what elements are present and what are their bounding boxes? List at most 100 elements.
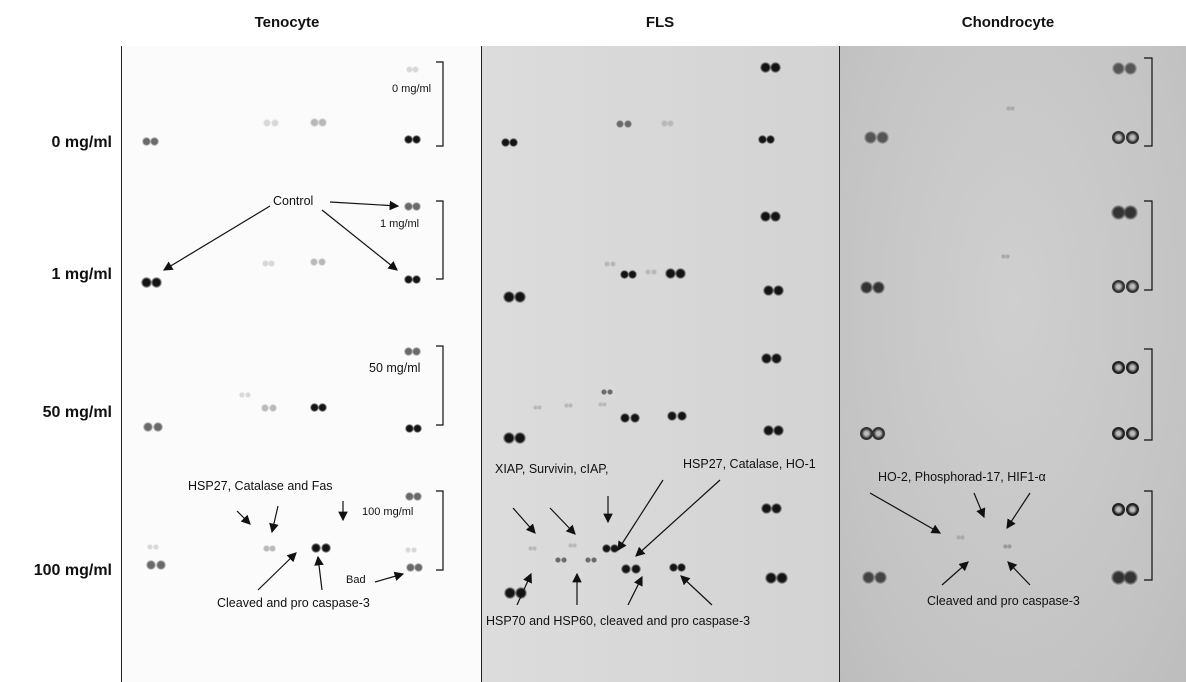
blot-spot (150, 276, 162, 288)
blot-spot (762, 284, 774, 296)
blot-spot (602, 401, 608, 407)
blot-spot (567, 542, 573, 548)
blot-spot (616, 120, 624, 128)
blot-spot (403, 274, 413, 284)
row-label-0: 0 mg/ml (51, 134, 112, 151)
blot-spot (537, 404, 543, 410)
blot-spot (630, 564, 641, 574)
blot-spot (871, 426, 885, 440)
blot-spot (263, 119, 271, 127)
blot-spot (403, 134, 413, 144)
blot-spot (875, 130, 889, 144)
blot-spot (404, 423, 414, 433)
blot-spot (1002, 543, 1008, 549)
blot-spot (604, 261, 610, 267)
blot-spot (309, 402, 319, 412)
blot-spot (650, 269, 657, 275)
blot-spot (268, 404, 277, 412)
blot-spot (270, 119, 279, 127)
blot-spot (645, 269, 651, 275)
blot-spot (590, 557, 597, 563)
blot-spot (760, 352, 772, 364)
blot-spot (769, 61, 781, 73)
blot-spot (318, 402, 328, 412)
blot-spot (412, 65, 420, 73)
blot-spot (676, 411, 687, 421)
blot-spot (413, 491, 423, 501)
blot-spot (563, 402, 569, 408)
blot-spot (759, 61, 771, 73)
blot-spot (1123, 61, 1137, 75)
blot-spot (413, 423, 423, 433)
blot-spot (310, 258, 318, 266)
row-label-1: 1 mg/ml (51, 266, 112, 283)
blot-spot (772, 424, 784, 436)
blot-spot (572, 542, 578, 548)
blot-spot (610, 543, 620, 553)
blot-spot (1005, 105, 1011, 111)
blot-spot (760, 502, 772, 514)
tenocyte-blot-panel (121, 46, 481, 682)
blot-spot (261, 259, 269, 267)
blot-spot (146, 560, 156, 570)
blot-spot (871, 280, 885, 294)
blot-spot (152, 544, 159, 550)
blot-spot (757, 134, 767, 144)
blot-spot (405, 562, 415, 572)
blot-spot (268, 259, 276, 267)
blot-spot (629, 413, 640, 423)
blot-spot (1122, 204, 1138, 220)
blot-spot (1110, 204, 1126, 220)
blot-spot (873, 570, 887, 584)
blot-spot (412, 346, 422, 356)
blot-spot (606, 389, 613, 395)
blot-spot (667, 411, 677, 421)
column-title-fls: FLS (645, 14, 675, 31)
blot-spot (619, 269, 629, 279)
blot-spot (769, 210, 781, 222)
blot-spot (309, 117, 319, 127)
blot-spot (668, 562, 678, 572)
blot-spot (262, 544, 270, 552)
blot-spot (555, 557, 561, 563)
blot-spot (863, 130, 877, 144)
blot-spot (620, 413, 630, 423)
blot-spot (150, 136, 160, 146)
blot-spot (403, 346, 413, 356)
tenocyte-bracket-label-100: 100 mg/ml (362, 506, 414, 518)
fls-xiap-label: XIAP, Survivin, cIAP, (495, 462, 609, 476)
blot-spot (405, 65, 413, 73)
blot-spot (155, 560, 166, 570)
blot-spot (1125, 426, 1139, 440)
blot-spot (410, 547, 417, 553)
blot-spot (628, 269, 638, 279)
blot-spot (623, 120, 632, 128)
blot-spot (1111, 426, 1125, 440)
blot-spot (143, 422, 153, 432)
blot-spot (532, 545, 538, 551)
blot-spot (1125, 502, 1139, 516)
blot-spot (414, 562, 424, 572)
blot-spot (585, 557, 591, 563)
blot-spot (152, 422, 163, 432)
tenocyte-bracket-label-0: 0 mg/ml (392, 83, 432, 95)
blot-spot (147, 544, 153, 550)
blot-spot (503, 291, 515, 303)
blot-spot (1005, 253, 1011, 259)
blot-spot (762, 424, 774, 436)
blot-spot (859, 280, 873, 294)
blot-spot (1111, 502, 1125, 516)
blot-spot (765, 572, 777, 584)
blot-spot (514, 432, 527, 444)
blot-spot (770, 352, 782, 364)
blot-spot (568, 402, 574, 408)
blot-spot (500, 137, 510, 147)
tenocyte-caspase-label: Cleaved and pro caspase-3 (217, 596, 370, 610)
blot-spot (318, 117, 328, 127)
blot-spot (404, 491, 414, 501)
blot-spot (1111, 360, 1125, 374)
row-label-50: 50 mg/ml (42, 404, 112, 421)
blot-spot (317, 258, 326, 266)
blot-spot (412, 201, 422, 211)
